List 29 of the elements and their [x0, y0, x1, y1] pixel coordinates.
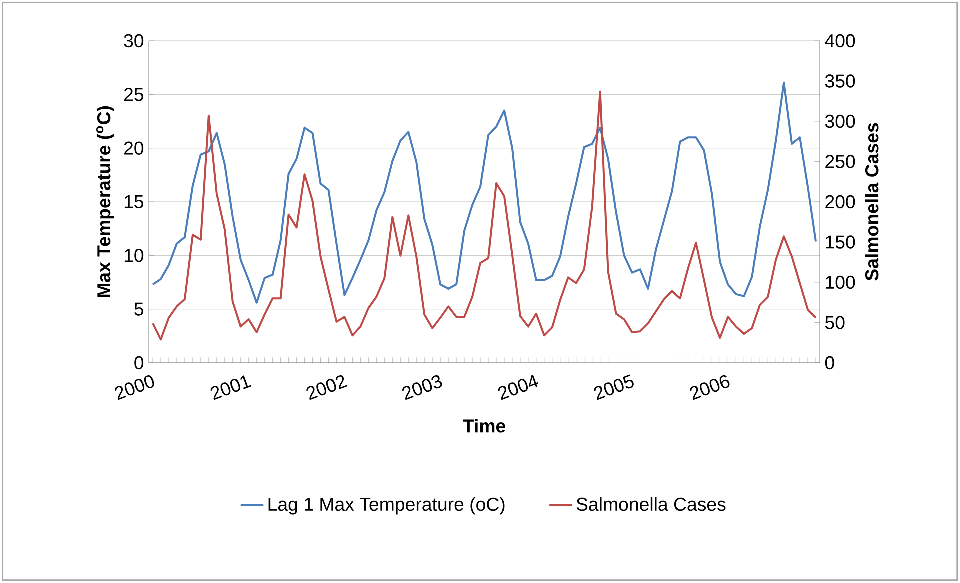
line-series	[152, 90, 818, 341]
y-tick-label: 25	[124, 88, 144, 102]
y2-tick-label: 250	[826, 155, 856, 168]
x-tick-label: 2004	[498, 375, 538, 400]
y2-tick-label: 350	[825, 74, 856, 88]
x-tick-label: 2003	[402, 375, 442, 400]
y2-tick-label: 400	[825, 34, 856, 48]
y-tick-label: 15	[124, 195, 144, 209]
legend-label: Salmonella Cases	[576, 497, 726, 512]
y-tick-label: 30	[124, 34, 144, 48]
y-axis-title: Max Temperature ($^{o}$C)	[96, 106, 114, 298]
y-tick-label: 20	[124, 142, 144, 155]
y2-tick-label: 0	[825, 356, 834, 370]
x-tick-label: 2000	[114, 376, 154, 400]
x-tick-label: 2002	[306, 375, 348, 400]
y-tick-label: 5	[134, 302, 144, 316]
x-tick-label: 2006	[690, 375, 730, 400]
x-axis-title: Time	[463, 419, 506, 433]
y-tick-label: 0	[134, 356, 144, 370]
y2-tick-label: 100	[826, 276, 856, 290]
y-tick-label: 10	[124, 249, 144, 262]
x-tick-label: 2005	[594, 374, 634, 400]
y2-tick-label: 200	[826, 195, 856, 209]
y2-tick-label: 300	[825, 114, 856, 128]
legend-label: Lag 1 Max Temperature (oC)	[268, 497, 505, 515]
y2-axis-title: Salmonella Cases	[865, 123, 879, 281]
y2-tick-label: 150	[826, 236, 856, 249]
y2-tick-label: 50	[825, 316, 845, 330]
x-tick-label: 2001	[210, 376, 252, 400]
